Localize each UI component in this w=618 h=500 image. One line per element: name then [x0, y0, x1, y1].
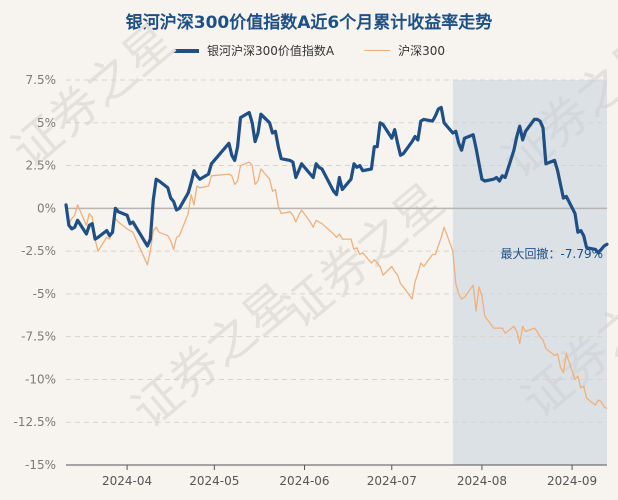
drawdown-label: 最大回撤：-7.79% — [501, 246, 603, 261]
x-tick-label: 2024-09 — [547, 474, 597, 488]
x-tick-label: 2024-07 — [367, 474, 417, 488]
legend-swatch-index — [364, 50, 391, 51]
x-tick-label: 2024-05 — [189, 474, 239, 488]
drawdown-region — [452, 80, 607, 465]
series-line-index — [65, 161, 608, 410]
x-tick-label: 2024-04 — [102, 474, 152, 488]
y-tick-label: -7.5% — [21, 330, 56, 344]
y-tick-label: -5% — [33, 287, 56, 301]
y-tick-label: 0% — [37, 201, 56, 215]
watermark-text: 证券之星 — [2, 13, 185, 179]
legend-label-fund: 银河沪深300价值指数A — [206, 44, 335, 58]
x-tick-label: 2024-06 — [279, 474, 329, 488]
chart-title: 银河沪深300价值指数A近6个月累计收益率走势 — [125, 13, 493, 33]
x-tick-label: 2024-08 — [457, 474, 507, 488]
legend-item-index[interactable]: 沪深300 — [364, 42, 445, 59]
y-tick-label: 2.5% — [26, 159, 57, 173]
series-line-fund — [64, 105, 609, 255]
legend: 银河沪深300价值指数A 沪深300 — [0, 42, 618, 59]
y-tick-label: -10% — [25, 372, 56, 386]
y-tick-label: -12.5% — [14, 415, 56, 429]
y-tick-label: -15% — [25, 458, 56, 472]
y-tick-label: -2.5% — [21, 244, 56, 258]
y-tick-label: 7.5% — [26, 73, 57, 87]
legend-item-fund[interactable]: 银河沪深300价值指数A — [172, 42, 335, 59]
watermark-text: 证券之星 — [122, 273, 305, 439]
legend-label-index: 沪深300 — [398, 44, 446, 58]
legend-swatch-fund — [172, 48, 199, 53]
y-tick-label: 5% — [37, 116, 56, 130]
